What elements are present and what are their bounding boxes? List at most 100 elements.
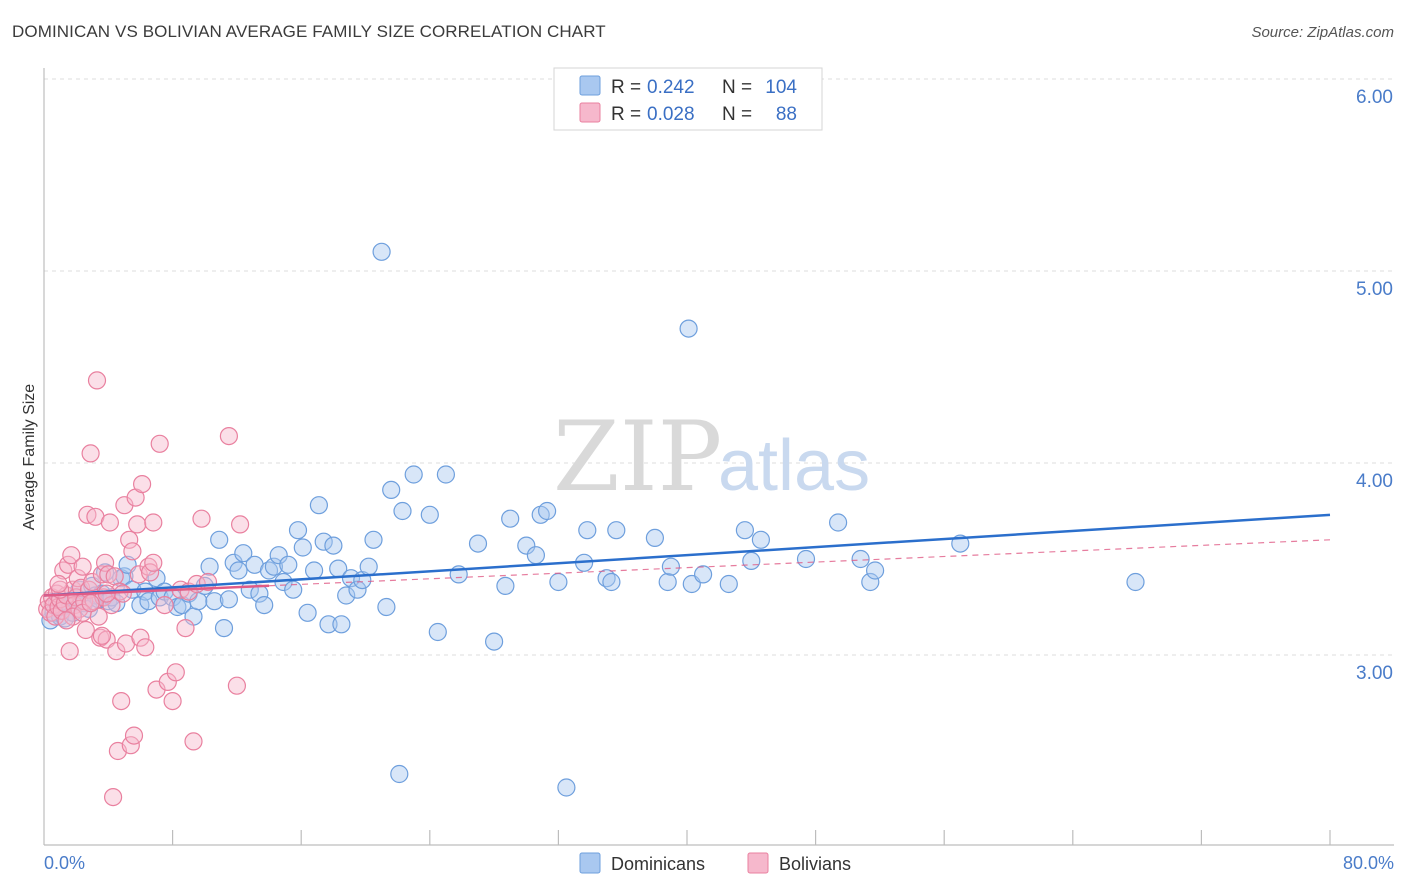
watermark-atlas: atlas xyxy=(718,426,870,506)
series-legend: Dominicans Bolivians xyxy=(579,852,851,874)
bolivian-point-60 xyxy=(141,563,160,582)
bolivian-point-43 xyxy=(107,642,126,661)
bottom-legend-label-dominicans[interactable]: Dominicans xyxy=(611,854,705,874)
dominican-point-44 xyxy=(234,544,253,563)
dominican-point-73 xyxy=(382,480,401,499)
legend-n-value-2: 88 xyxy=(776,104,797,125)
legend-r-value-2: 0.028 xyxy=(647,104,695,125)
bolivian-point-85 xyxy=(81,594,100,613)
dominican-point-102 xyxy=(719,574,738,594)
dominican-point-85 xyxy=(517,536,536,555)
y-tick-label-0: 3.00 xyxy=(1356,663,1393,684)
dominican-point-110 xyxy=(865,561,885,580)
dominican-point-78 xyxy=(428,622,447,642)
dominican-point-108 xyxy=(851,549,870,569)
bolivian-point-83 xyxy=(49,574,68,594)
dominican-point-76 xyxy=(404,465,423,484)
bolivian-point-38 xyxy=(99,565,118,584)
dominican-point-88 xyxy=(537,501,557,521)
dominican-point-61 xyxy=(319,615,338,634)
trend-line-bolivians-dashed xyxy=(269,539,1331,587)
dominican-point-95 xyxy=(607,521,626,540)
dominican-point-71 xyxy=(372,242,391,261)
bolivian-point-31 xyxy=(87,371,107,390)
dominican-point-64 xyxy=(332,615,351,634)
bolivian-point-19 xyxy=(68,569,87,588)
bolivian-point-82 xyxy=(113,584,132,603)
dominican-point-38 xyxy=(205,592,224,611)
legend-r-label-2: R = xyxy=(611,104,641,125)
bolivian-point-22 xyxy=(73,557,92,576)
dominican-point-83 xyxy=(496,576,515,596)
bolivian-point-56 xyxy=(131,628,150,647)
dominican-point-92 xyxy=(578,521,597,540)
y-axis-label: Average Family Size xyxy=(21,384,38,531)
bolivian-point-71 xyxy=(184,732,203,751)
bolivian-point-87 xyxy=(144,553,163,572)
dominican-point-72 xyxy=(377,597,396,617)
bolivian-point-49 xyxy=(120,530,139,549)
dominican-point-39 xyxy=(210,530,229,549)
legend-n-value-1: 104 xyxy=(765,77,797,98)
bolivian-point-40 xyxy=(102,595,121,615)
dominican-point-96 xyxy=(645,528,665,548)
bolivian-point-28 xyxy=(83,572,102,592)
source-label: Source: ZipAtlas.com xyxy=(1251,24,1394,41)
dominican-point-81 xyxy=(468,534,488,553)
chart-title: DOMINICAN VS BOLIVIAN AVERAGE FAMILY SIZ… xyxy=(12,22,606,41)
dominican-point-107 xyxy=(828,513,848,532)
bolivian-point-77 xyxy=(231,515,250,534)
legend-n-label-1: N = xyxy=(722,77,752,98)
bolivian-point-66 xyxy=(163,691,182,711)
bolivian-point-36 xyxy=(95,553,115,572)
bolivian-point-73 xyxy=(192,509,211,528)
x-tick-label-max: 80.0% xyxy=(1343,853,1394,873)
bolivian-point-61 xyxy=(144,513,163,532)
bottom-legend-swatch-bolivians[interactable] xyxy=(747,852,769,874)
dominican-point-106 xyxy=(796,549,816,569)
bolivian-point-15 xyxy=(62,546,81,565)
correlation-legend: R = 0.242 N = 104 R = 0.028 N = 88 xyxy=(553,67,823,131)
legend-swatch-bolivians xyxy=(579,102,601,123)
bolivian-point-46 xyxy=(112,691,131,711)
bottom-legend-swatch-dominicans[interactable] xyxy=(579,852,601,874)
dominican-point-69 xyxy=(359,557,378,576)
bolivian-point-76 xyxy=(227,676,246,695)
bolivian-point-51 xyxy=(123,542,142,561)
dominican-point-84 xyxy=(501,509,520,528)
bolivian-point-54 xyxy=(128,515,147,534)
legend-r-label-1: R = xyxy=(611,77,641,98)
bolivian-point-63 xyxy=(150,434,169,453)
dominican-point-74 xyxy=(390,764,409,784)
legend-r-value-1: 0.242 xyxy=(647,77,695,98)
bolivian-point-41 xyxy=(103,787,123,807)
bolivian-point-14 xyxy=(60,642,79,661)
dominican-point-60 xyxy=(314,532,333,551)
bolivian-point-67 xyxy=(166,663,185,682)
dominican-point-37 xyxy=(200,557,219,576)
dominican-point-90 xyxy=(557,778,576,797)
legend-swatch-dominicans xyxy=(579,75,601,96)
x-axis-ticks xyxy=(172,830,1331,845)
bolivian-point-81 xyxy=(92,626,112,645)
bolivian-point-84 xyxy=(57,611,76,630)
bolivian-point-24 xyxy=(76,620,95,640)
dominican-point-56 xyxy=(293,538,312,557)
dominican-point-103 xyxy=(735,521,755,540)
dominican-point-86 xyxy=(526,546,546,565)
bottom-legend-label-bolivians[interactable]: Bolivians xyxy=(779,854,851,874)
y-tick-label-3: 6.00 xyxy=(1356,87,1393,108)
trend-line-dominicans xyxy=(43,513,1331,597)
dominican-point-43 xyxy=(229,561,248,580)
legend-n-label-2: N = xyxy=(722,104,752,125)
dominican-point-59 xyxy=(309,496,328,515)
dominican-point-41 xyxy=(219,590,238,609)
dominican-point-99 xyxy=(679,319,698,338)
bolivian-point-58 xyxy=(136,638,155,657)
dominican-point-79 xyxy=(436,465,455,484)
dominican-point-75 xyxy=(393,501,412,521)
dominican-point-77 xyxy=(420,505,439,524)
dominican-point-51 xyxy=(269,546,288,565)
dominican-point-57 xyxy=(298,603,317,622)
